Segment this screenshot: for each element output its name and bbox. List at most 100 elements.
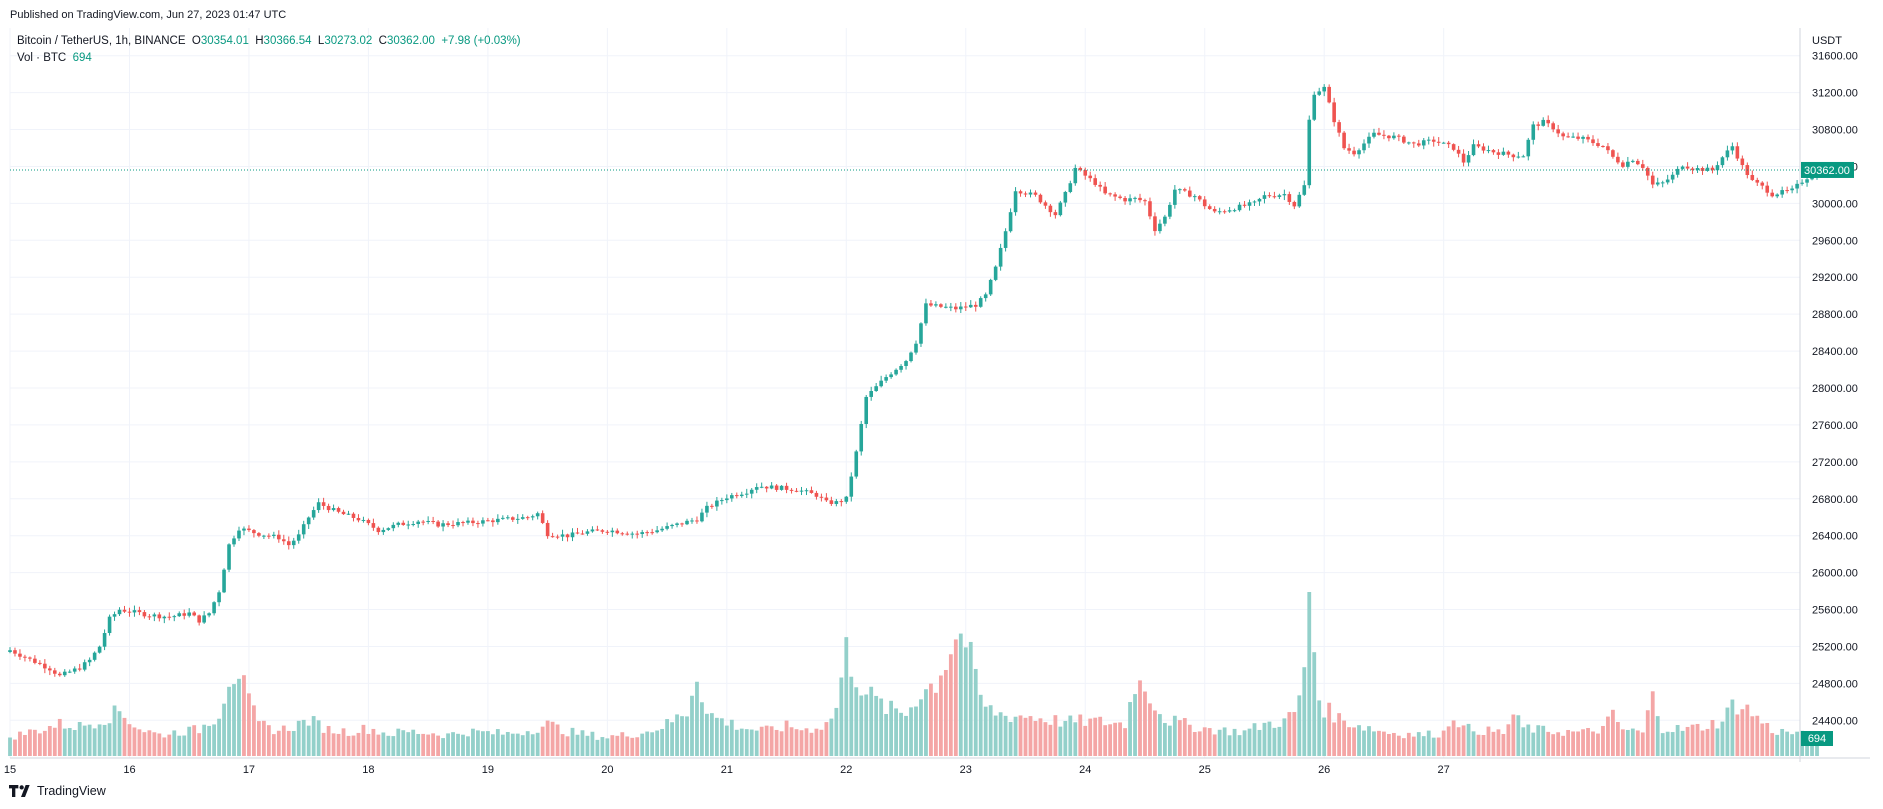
- volume-bar: [1790, 734, 1795, 756]
- candle-body: [1471, 144, 1476, 156]
- volume-bar: [590, 731, 595, 756]
- volume-bar: [1357, 725, 1361, 756]
- candle-body: [1466, 155, 1471, 163]
- volume-bar: [779, 731, 784, 756]
- currency-label: USDT: [1812, 35, 1842, 47]
- volume-bar: [625, 736, 630, 756]
- last-volume-tag: [1801, 731, 1833, 746]
- candle-body: [645, 532, 649, 534]
- candle-body: [650, 532, 654, 534]
- candle-body: [197, 615, 201, 623]
- volume-bar: [998, 712, 1003, 756]
- volume-bar: [1317, 700, 1322, 756]
- volume-bar: [1177, 720, 1182, 756]
- volume-bar: [1327, 702, 1332, 756]
- volume-bar: [983, 706, 988, 756]
- candle-body: [1008, 212, 1013, 232]
- candle-body: [1546, 119, 1551, 124]
- candle-body: [461, 522, 465, 524]
- candle-body: [147, 616, 152, 618]
- x-tick-label: 19: [482, 764, 494, 776]
- volume-bar: [112, 705, 117, 756]
- volume-bar: [1620, 729, 1625, 756]
- volume-bar: [1765, 723, 1770, 756]
- candle-body: [864, 396, 869, 424]
- volume-bar: [575, 734, 580, 756]
- volume-bar: [1008, 721, 1013, 756]
- symbol-title[interactable]: Bitcoin / TetherUS, 1h, BINANCE: [17, 35, 186, 47]
- candle-body: [1392, 135, 1396, 139]
- volume-bar: [1302, 667, 1307, 756]
- candle-body: [1680, 166, 1685, 169]
- candle-body: [386, 528, 391, 530]
- volume-bar: [1645, 710, 1650, 756]
- volume-bar: [1396, 735, 1401, 756]
- volume-bar: [705, 713, 709, 756]
- volume-bar: [929, 683, 933, 756]
- candle-body: [774, 485, 779, 490]
- candle-body: [351, 513, 356, 518]
- candle-body: [57, 673, 62, 676]
- candle-body: [1013, 191, 1018, 213]
- volume-label[interactable]: Vol · BTC: [17, 52, 67, 64]
- candle-body: [1521, 156, 1526, 158]
- candle-body: [1292, 201, 1297, 207]
- candle-body: [1556, 129, 1560, 134]
- candle-body: [1655, 182, 1660, 185]
- candle-body: [1058, 202, 1063, 216]
- volume-bar: [1426, 730, 1431, 756]
- volume-bar: [1058, 726, 1063, 756]
- candle-body: [1143, 200, 1147, 202]
- volume-bar: [1337, 713, 1342, 756]
- candle-body: [1770, 192, 1775, 197]
- volume-bar: [446, 733, 450, 756]
- volume-bar: [1541, 725, 1546, 756]
- volume-bar: [560, 734, 565, 756]
- candle-body: [33, 658, 37, 663]
- candle-body: [451, 525, 455, 527]
- volume-bar: [924, 689, 928, 756]
- tradingview-brand[interactable]: TradingView: [9, 784, 106, 798]
- volume-bar: [1581, 729, 1585, 756]
- volume-bar: [237, 678, 241, 756]
- candle-body: [1436, 141, 1441, 143]
- candle-body: [1780, 190, 1784, 195]
- volume-bar: [645, 731, 650, 756]
- candle-body: [1486, 150, 1491, 152]
- volume-bar: [724, 725, 729, 756]
- volume-bar: [714, 717, 719, 756]
- volume-bar: [874, 695, 879, 756]
- volume-bar: [764, 725, 769, 756]
- volume-bar: [1252, 723, 1257, 756]
- candle-body: [540, 513, 545, 523]
- volume-bar: [1810, 741, 1814, 756]
- candle-body: [341, 511, 346, 515]
- candle-body: [869, 390, 873, 397]
- volume-bar: [127, 724, 132, 756]
- candle-body: [1232, 210, 1237, 212]
- candle-body: [1730, 146, 1735, 151]
- close-value: 30362.00: [386, 35, 435, 47]
- volume-bar: [92, 728, 97, 756]
- volume-bar: [695, 681, 699, 756]
- volume-bar: [481, 731, 485, 756]
- volume-bar: [1521, 727, 1526, 756]
- volume-bar: [884, 713, 889, 756]
- candle-body: [431, 520, 435, 522]
- candle-body: [1800, 182, 1804, 184]
- volume-bar: [1342, 720, 1347, 756]
- candle-body: [227, 544, 231, 570]
- candle-body: [1670, 174, 1675, 180]
- volume-bar: [1033, 720, 1038, 756]
- volume-bar: [1730, 699, 1735, 756]
- candle-body: [162, 616, 167, 619]
- volume-bar: [1377, 730, 1381, 756]
- candle-body: [710, 505, 714, 507]
- candle-body: [1307, 119, 1312, 186]
- candle-body: [1217, 211, 1222, 213]
- candle-body: [1551, 123, 1555, 130]
- last-volume-label: 694: [1808, 733, 1826, 745]
- candle-body: [242, 528, 246, 531]
- x-tick-label: 26: [1318, 764, 1330, 776]
